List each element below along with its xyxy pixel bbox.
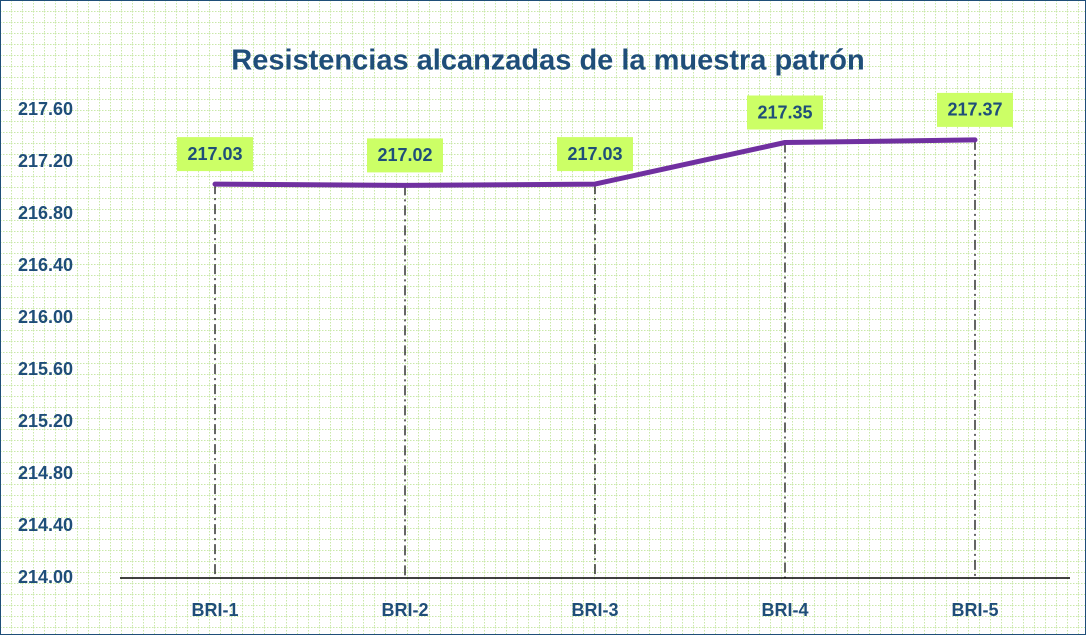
- data-label-box: [557, 137, 633, 172]
- chart-title: Resistencias alcanzadas de la muestra pa…: [231, 45, 864, 77]
- data-label-box: [937, 92, 1013, 127]
- data-label: 217.37: [947, 100, 1002, 120]
- data-label: 217.02: [377, 145, 432, 165]
- y-tick-label: 217.60: [18, 99, 73, 119]
- x-tick-label: BRI-3: [571, 600, 618, 620]
- x-tick-label: BRI-4: [761, 600, 808, 620]
- y-tick-label: 214.00: [18, 567, 73, 587]
- data-label: 217.03: [187, 144, 242, 164]
- data-label: 217.35: [757, 102, 812, 122]
- x-tick-label: BRI-2: [381, 600, 428, 620]
- y-tick-label: 215.60: [18, 359, 73, 379]
- y-tick-label: 217.20: [18, 151, 73, 171]
- data-label-box: [367, 138, 443, 173]
- data-line: [212, 137, 978, 188]
- y-tick-label: 216.40: [18, 255, 73, 275]
- y-tick-label: 214.80: [18, 463, 73, 483]
- data-label-box: [747, 95, 823, 130]
- y-tick-label: 215.20: [18, 411, 73, 431]
- y-tick-label: 214.40: [18, 515, 73, 535]
- y-tick-label: 216.00: [18, 307, 73, 327]
- x-tick-label: BRI-1: [191, 600, 238, 620]
- x-tick-label: BRI-5: [951, 600, 998, 620]
- data-label-box: [177, 137, 253, 172]
- y-tick-label: 216.80: [18, 203, 73, 223]
- data-label: 217.03: [567, 144, 622, 164]
